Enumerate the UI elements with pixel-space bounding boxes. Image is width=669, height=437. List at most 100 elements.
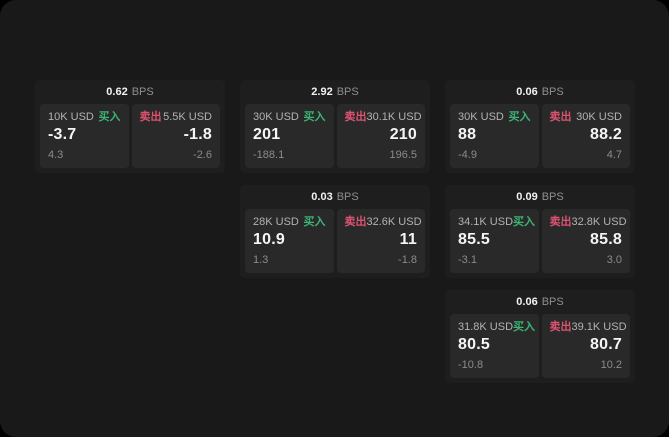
buy-panel-header: 31.8K USD 买入 xyxy=(458,321,535,333)
buy-side-label: 买入 xyxy=(303,111,326,123)
quote-card: 0.62 BPS 10K USD 买入 -3.7 4.3 卖出 5.5K USD… xyxy=(35,80,225,173)
sell-price: 80.7 xyxy=(590,336,622,353)
card-header: 0.06 BPS xyxy=(445,290,635,314)
bps-unit-label: BPS xyxy=(541,295,564,308)
bps-value: 0.62 xyxy=(106,85,128,98)
buy-amount: 30K USD xyxy=(458,111,504,123)
card-header: 0.03 BPS xyxy=(240,185,430,209)
quote-card: 0.06 BPS 30K USD 买入 88 -4.9 卖出 30K USD 8… xyxy=(445,80,635,173)
buy-delta: 1.3 xyxy=(253,254,269,266)
bps-value: 0.03 xyxy=(311,190,333,203)
buy-panel[interactable]: 30K USD 买入 88 -4.9 xyxy=(450,104,539,168)
sell-side-label: 卖出 xyxy=(344,216,367,228)
buy-delta: -188.1 xyxy=(253,149,285,161)
buy-price: 201 xyxy=(253,126,281,143)
card-header: 2.92 BPS xyxy=(240,80,430,104)
quote-panels: 10K USD 买入 -3.7 4.3 卖出 5.5K USD -1.8 -2.… xyxy=(35,104,225,173)
sell-panel-header: 卖出 30K USD xyxy=(550,112,623,123)
quote-panels: 28K USD 买入 10.9 1.3 卖出 32.6K USD 11 -1.8 xyxy=(240,209,430,278)
card-header: 0.09 BPS xyxy=(445,185,635,209)
sell-panel-header: 卖出 39.1K USD xyxy=(549,321,627,333)
sell-panel[interactable]: 卖出 32.8K USD 85.8 3.0 xyxy=(541,209,630,273)
sell-panel-header: 卖出 32.6K USD xyxy=(344,216,422,228)
quote-card: 0.06 BPS 31.8K USD 买入 80.5 -10.8 卖出 39.1… xyxy=(445,290,635,383)
bps-value: 2.92 xyxy=(311,85,333,98)
buy-panel[interactable]: 10K USD 买入 -3.7 4.3 xyxy=(40,104,129,168)
sell-panel[interactable]: 卖出 39.1K USD 80.7 10.2 xyxy=(541,314,630,378)
sell-amount: 30.1K USD xyxy=(366,111,422,123)
buy-panel[interactable]: 28K USD 买入 10.9 1.3 xyxy=(245,209,334,273)
sell-amount: 5.5K USD xyxy=(163,111,212,123)
sell-panel-header: 卖出 32.8K USD xyxy=(549,216,627,228)
sell-amount: 32.8K USD xyxy=(571,216,627,228)
quotes-grid: 0.62 BPS 10K USD 买入 -3.7 4.3 卖出 5.5K USD… xyxy=(35,80,635,383)
bps-unit-label: BPS xyxy=(336,190,359,203)
sell-amount: 32.6K USD xyxy=(366,216,422,228)
buy-panel-header: 34.1K USD 买入 xyxy=(458,216,535,228)
sell-side-label: 卖出 xyxy=(139,111,162,123)
buy-amount: 31.8K USD xyxy=(458,321,514,333)
buy-panel-header: 30K USD 买入 xyxy=(253,112,326,123)
buy-side-label: 买入 xyxy=(98,111,121,123)
quote-card: 2.92 BPS 30K USD 买入 201 -188.1 卖出 30.1K … xyxy=(240,80,430,173)
sell-delta: 3.0 xyxy=(606,254,622,266)
buy-price: 85.5 xyxy=(458,231,490,248)
buy-amount: 10K USD xyxy=(48,111,94,123)
buy-amount: 28K USD xyxy=(253,216,299,228)
sell-amount: 39.1K USD xyxy=(571,321,627,333)
buy-panel-header: 30K USD 买入 xyxy=(458,112,531,123)
buy-panel-header: 10K USD 买入 xyxy=(48,112,121,123)
sell-panel[interactable]: 卖出 30K USD 88.2 4.7 xyxy=(541,104,630,168)
bps-unit-label: BPS xyxy=(336,85,359,98)
card-header: 0.62 BPS xyxy=(35,80,225,104)
sell-delta: 196.5 xyxy=(389,149,417,161)
sell-side-label: 卖出 xyxy=(549,216,572,228)
sell-panel-header: 卖出 5.5K USD xyxy=(140,112,213,123)
buy-side-label: 买入 xyxy=(513,216,536,228)
buy-side-label: 买入 xyxy=(513,321,536,333)
quote-card: 0.09 BPS 34.1K USD 买入 85.5 -3.1 卖出 32.8K… xyxy=(445,185,635,278)
sell-price: 85.8 xyxy=(590,231,622,248)
buy-panel[interactable]: 34.1K USD 买入 85.5 -3.1 xyxy=(450,209,539,273)
bps-value: 0.06 xyxy=(516,295,538,308)
sell-price: 88.2 xyxy=(590,126,622,143)
sell-panel[interactable]: 卖出 5.5K USD -1.8 -2.6 xyxy=(131,104,220,168)
quote-panels: 31.8K USD 买入 80.5 -10.8 卖出 39.1K USD 80.… xyxy=(445,314,635,383)
sell-price: 11 xyxy=(399,231,417,248)
quote-card: 0.03 BPS 28K USD 买入 10.9 1.3 卖出 32.6K US… xyxy=(240,185,430,278)
sell-amount: 30K USD xyxy=(576,111,622,123)
sell-price: 210 xyxy=(389,126,417,143)
buy-amount: 30K USD xyxy=(253,111,299,123)
buy-delta: -4.9 xyxy=(458,149,477,161)
buy-price: 10.9 xyxy=(253,231,285,248)
buy-amount: 34.1K USD xyxy=(458,216,514,228)
sell-delta: 4.7 xyxy=(606,149,622,161)
bps-unit-label: BPS xyxy=(541,190,564,203)
buy-panel-header: 28K USD 买入 xyxy=(253,217,326,228)
bps-value: 0.09 xyxy=(516,190,538,203)
buy-side-label: 买入 xyxy=(508,111,531,123)
buy-panel[interactable]: 30K USD 买入 201 -188.1 xyxy=(245,104,334,168)
buy-panel[interactable]: 31.8K USD 买入 80.5 -10.8 xyxy=(450,314,539,378)
buy-side-label: 买入 xyxy=(303,216,326,228)
quote-panels: 34.1K USD 买入 85.5 -3.1 卖出 32.8K USD 85.8… xyxy=(445,209,635,278)
buy-delta: -10.8 xyxy=(458,359,484,371)
sell-side-label: 卖出 xyxy=(549,321,572,333)
sell-panel-header: 卖出 30.1K USD xyxy=(344,111,422,123)
bps-value: 0.06 xyxy=(516,85,538,98)
quote-panels: 30K USD 买入 88 -4.9 卖出 30K USD 88.2 4.7 xyxy=(445,104,635,173)
sell-delta: 10.2 xyxy=(600,359,622,371)
buy-price: 88 xyxy=(458,126,477,143)
buy-delta: -3.1 xyxy=(458,254,477,266)
buy-delta: 4.3 xyxy=(48,149,64,161)
bps-unit-label: BPS xyxy=(131,85,154,98)
sell-side-label: 卖出 xyxy=(549,111,572,123)
bps-unit-label: BPS xyxy=(541,85,564,98)
sell-panel[interactable]: 卖出 32.6K USD 11 -1.8 xyxy=(336,209,425,273)
sell-panel[interactable]: 卖出 30.1K USD 210 196.5 xyxy=(336,104,425,168)
sell-side-label: 卖出 xyxy=(344,111,367,123)
quote-panels: 30K USD 买入 201 -188.1 卖出 30.1K USD 210 1… xyxy=(240,104,430,173)
buy-price: -3.7 xyxy=(48,126,77,143)
sell-price: -1.8 xyxy=(183,126,212,143)
